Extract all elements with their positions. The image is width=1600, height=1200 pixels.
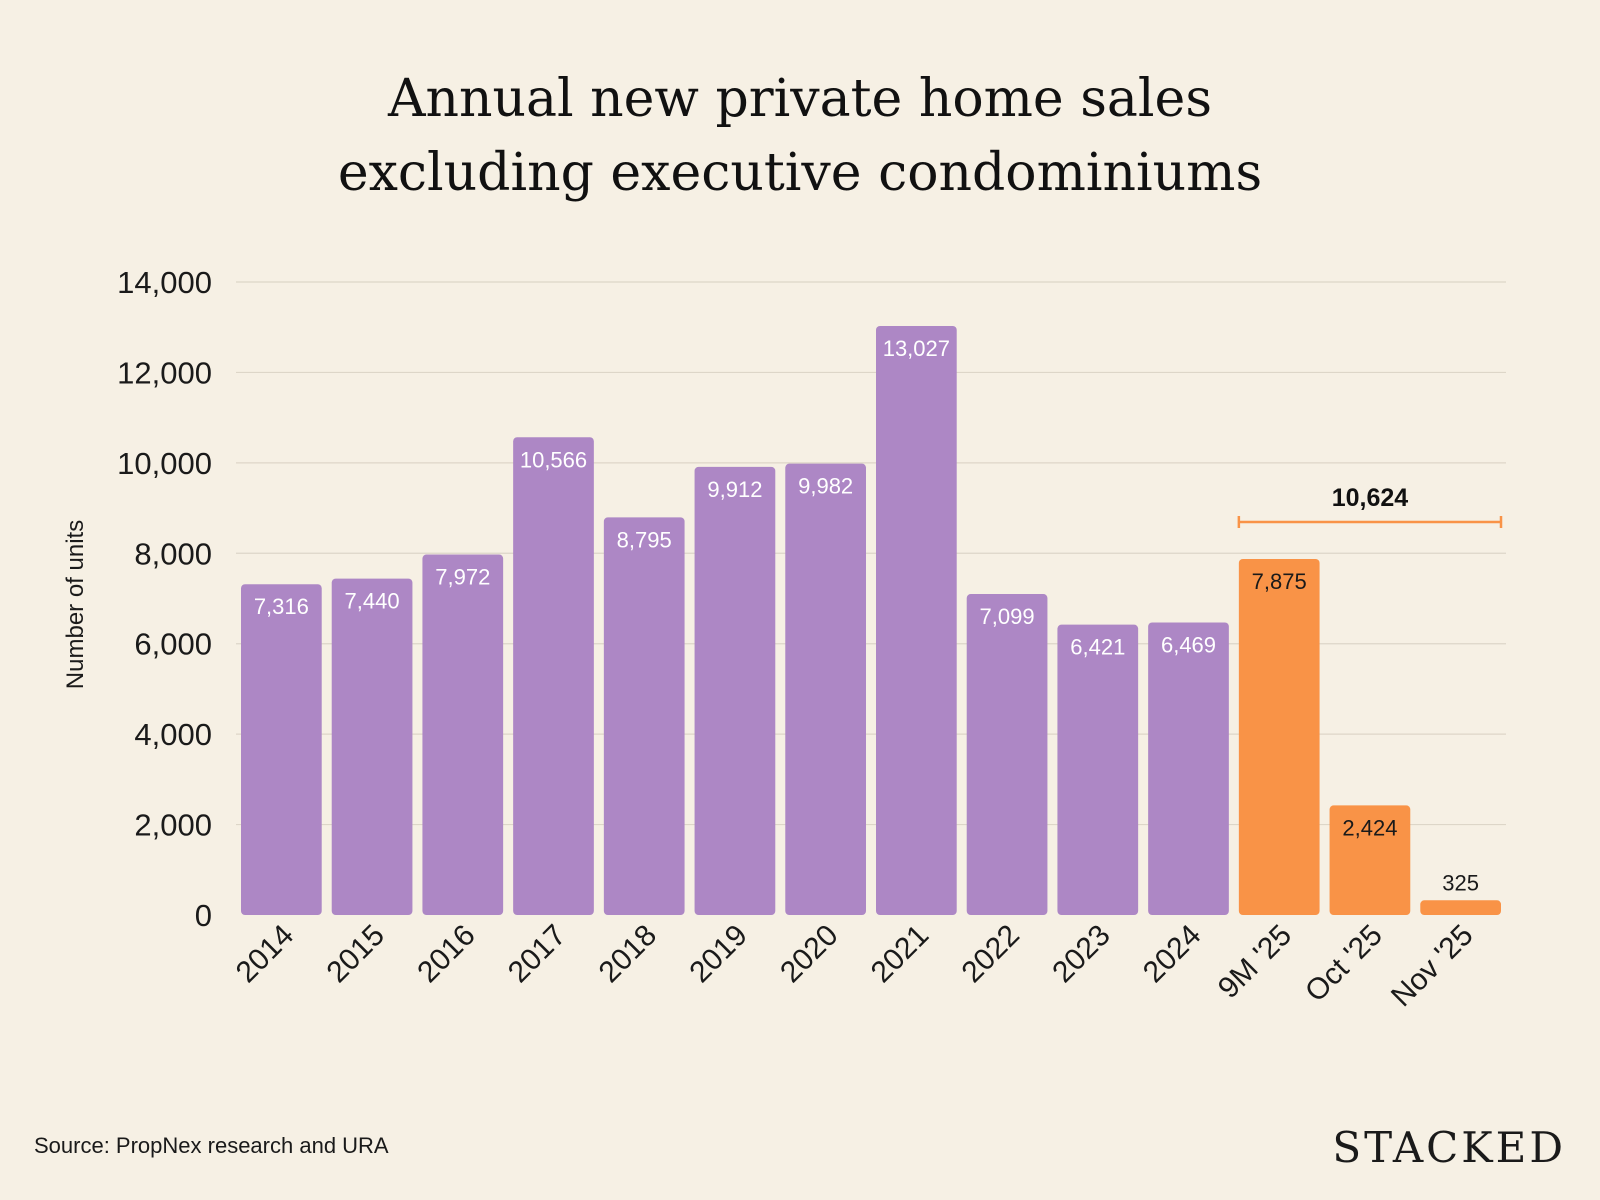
y-tick-label: 14,000 [117, 265, 212, 300]
data-label: 2,424 [1342, 815, 1397, 840]
data-label: 7,099 [980, 604, 1035, 629]
stacked-logo: STACKED [1332, 1123, 1566, 1172]
bar-2016 [422, 554, 504, 915]
data-label: 7,440 [345, 589, 400, 614]
y-tick-label: 4,000 [134, 717, 212, 752]
data-label: 10,566 [520, 447, 587, 472]
x-tick-label: 2023 [1046, 919, 1117, 990]
data-label: 325 [1442, 870, 1479, 895]
bar-2019 [694, 466, 776, 915]
data-label: 9,912 [707, 477, 762, 502]
y-tick-label: 0 [195, 898, 212, 933]
data-label: 7,316 [254, 594, 309, 619]
x-tick-label: Oct '25 [1299, 919, 1389, 1009]
source-note: Source: PropNex research and URA [34, 1133, 389, 1158]
bar-chart: 0 2,000 4,000 6,000 8,000 10,000 12,000 14,000 N… [62, 265, 1506, 1014]
bar-2022 [966, 594, 1048, 915]
x-tick-label: 2016 [411, 919, 482, 990]
x-tick-label: 2021 [865, 919, 936, 990]
bar-2014 [241, 584, 322, 915]
data-label: 7,972 [435, 565, 490, 590]
data-label: 9,982 [798, 474, 853, 499]
chart-title: Annual new private home sales excluding … [0, 62, 1600, 210]
data-label: 7,875 [1252, 569, 1307, 594]
x-tick-label: 2024 [1137, 919, 1208, 990]
annotation-total-label: 10,624 [1332, 484, 1409, 512]
data-label: 13,027 [883, 336, 950, 361]
x-tick-label: 2019 [683, 919, 754, 990]
bar-2018 [603, 517, 685, 915]
bar-2017 [513, 437, 594, 915]
bar-2021 [876, 325, 957, 915]
x-tick-label: 2017 [502, 919, 573, 990]
x-tick-label: 2022 [955, 919, 1026, 990]
x-tick-label: 9M '25 [1212, 919, 1298, 1005]
bar-2015 [331, 578, 413, 915]
bar-2020 [785, 463, 866, 915]
chart-title-line-1: Annual new private home sales [387, 69, 1213, 129]
chart-title-line-2: excluding executive condominiums [337, 143, 1263, 203]
bar-nov-25 [1420, 900, 1501, 915]
bar-2024 [1148, 622, 1229, 915]
y-tick-label: 2,000 [134, 808, 212, 843]
x-tick-label: 2018 [593, 919, 664, 990]
y-tick-label: 6,000 [134, 627, 212, 662]
data-label: 6,469 [1161, 633, 1216, 658]
data-label: 6,421 [1070, 635, 1125, 660]
data-label: 8,795 [617, 527, 672, 552]
x-tick-label: 2015 [320, 919, 391, 990]
bar-oct-25 [1329, 805, 1411, 915]
y-tick-label: 8,000 [134, 536, 212, 571]
x-tick-label: Nov '25 [1385, 919, 1480, 1014]
y-tick-label: 12,000 [117, 355, 212, 390]
bar-2023 [1057, 624, 1139, 915]
y-tick-label: 10,000 [117, 446, 212, 481]
x-tick-label: 2020 [774, 919, 845, 990]
y-axis-label: Number of units [62, 520, 89, 689]
bar-9m-25 [1238, 558, 1320, 915]
x-tick-label: 2014 [230, 919, 301, 990]
